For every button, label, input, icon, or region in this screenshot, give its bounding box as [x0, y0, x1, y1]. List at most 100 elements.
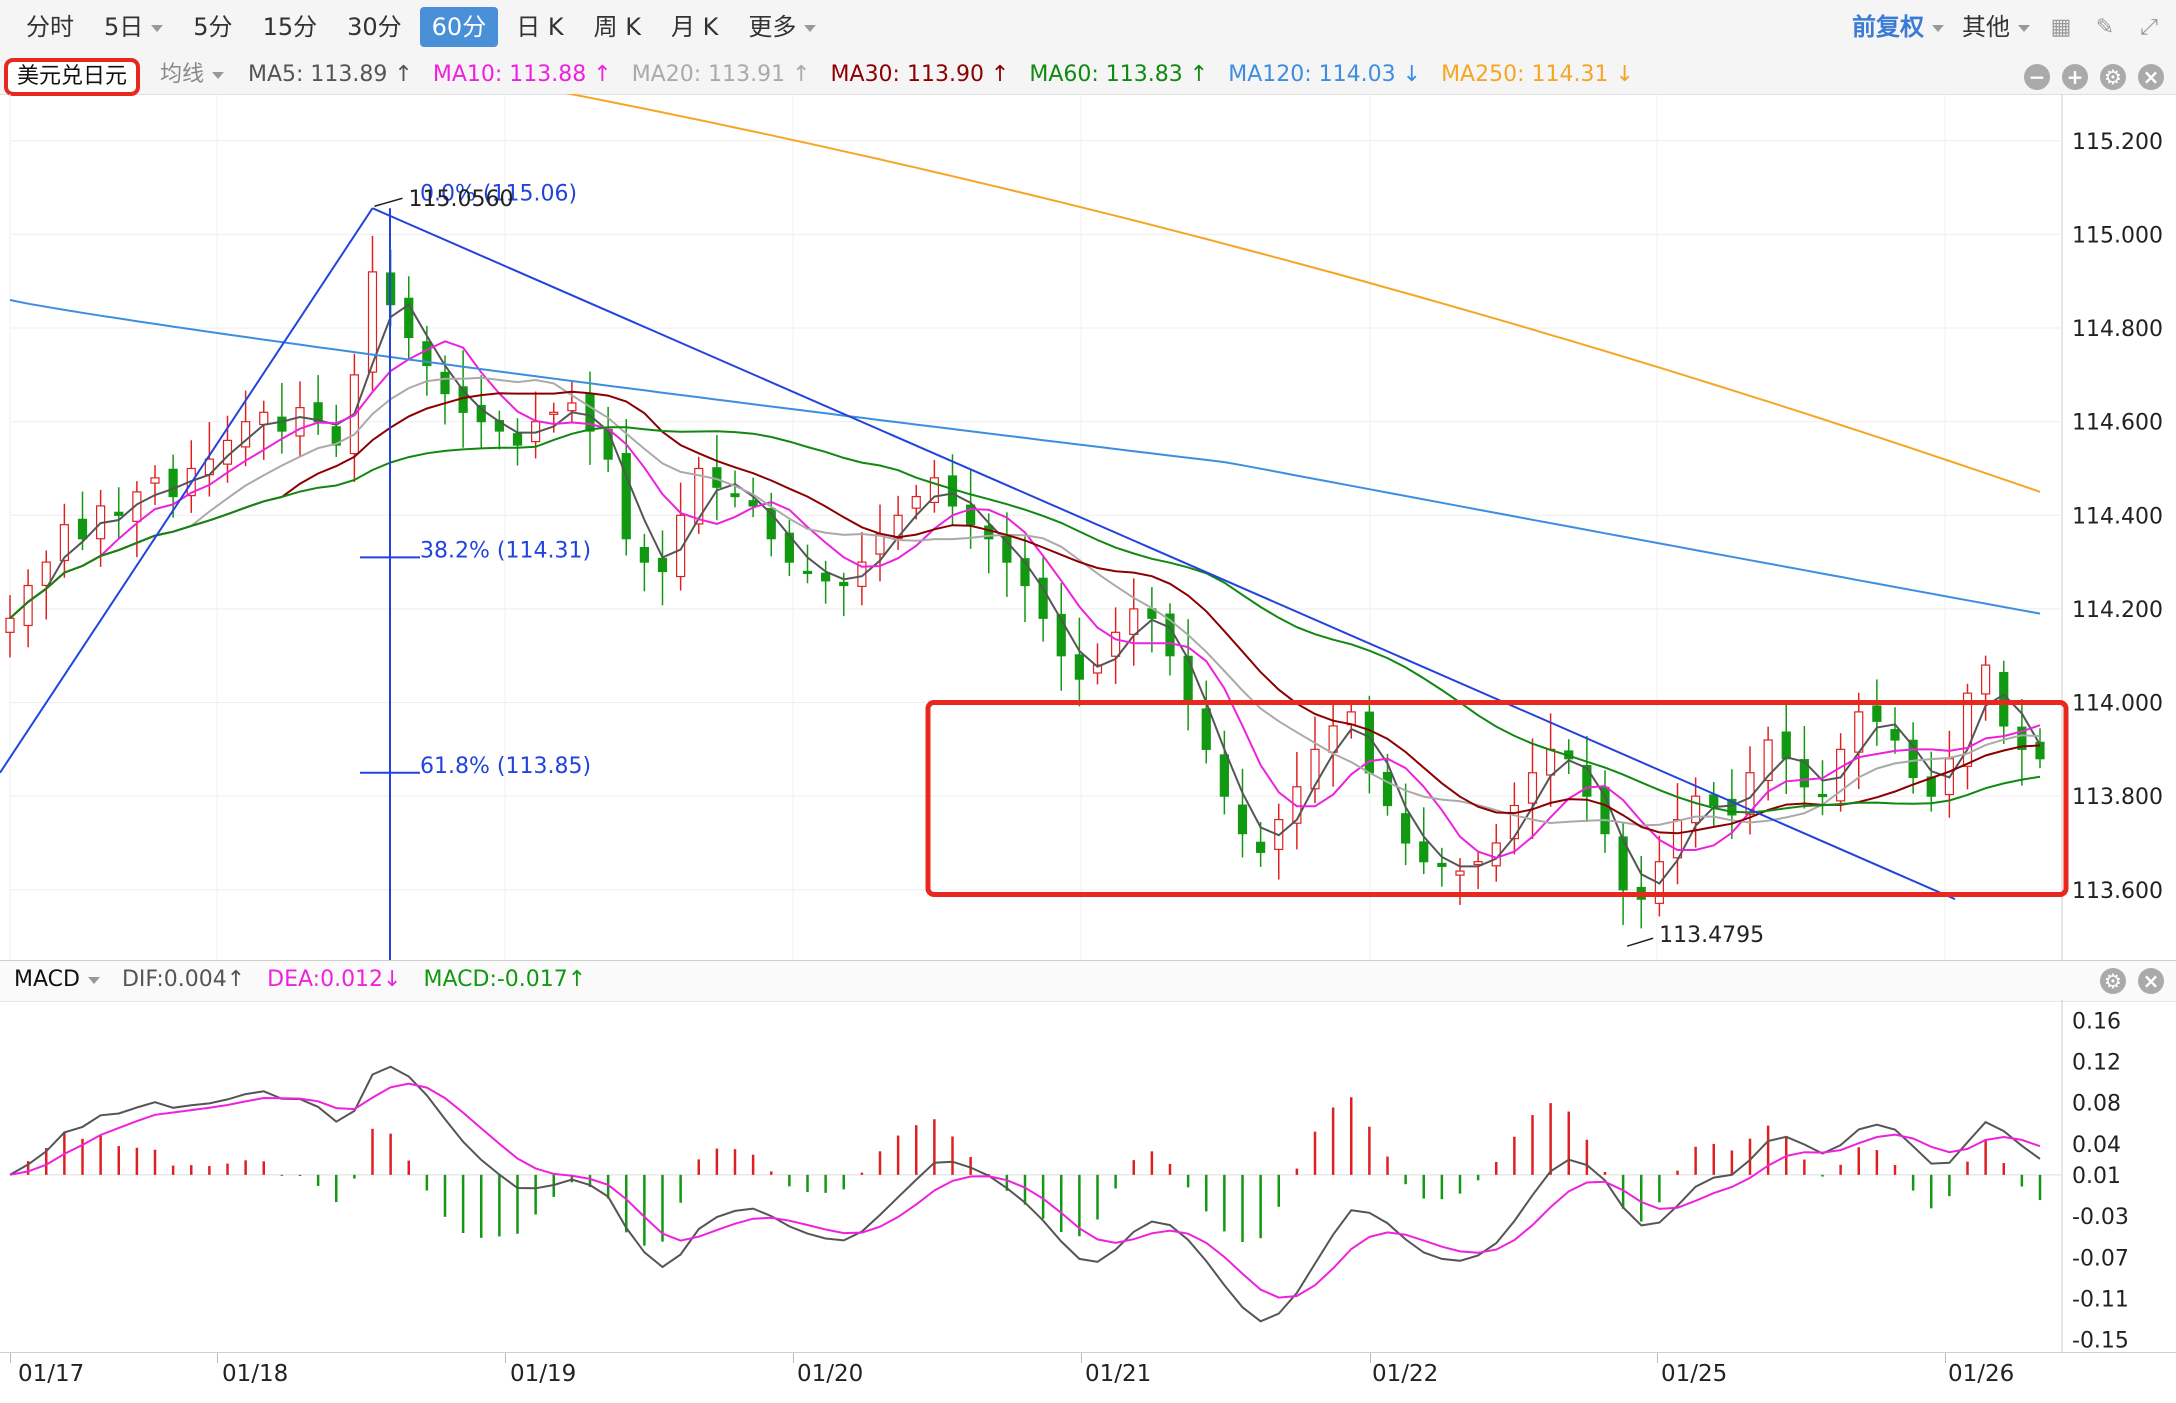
- y-tick-label: 114.400: [2072, 504, 2163, 529]
- ma30-line: [9, 390, 2041, 835]
- candle-body: [1092, 664, 1103, 674]
- gear-icon[interactable]: ⚙: [2100, 64, 2126, 90]
- other-label: 其他: [1962, 13, 2010, 41]
- y-tick-label: 114.000: [2072, 692, 2163, 717]
- fullscreen-icon[interactable]: ⤢: [2140, 14, 2158, 40]
- adjust-dropdown[interactable]: 前复权: [1852, 7, 1944, 47]
- candle-body: [567, 402, 577, 412]
- macd-y-tick-label: -0.03: [2072, 1205, 2129, 1230]
- candle-body: [694, 467, 704, 525]
- candle-body: [802, 570, 813, 575]
- x-tick-label: 01/18: [222, 1361, 289, 1387]
- candle-body: [168, 468, 178, 498]
- candle-body: [1981, 664, 1991, 695]
- chevron-down-icon: [87, 976, 100, 984]
- candle-body: [929, 477, 939, 504]
- candle-body: [621, 453, 631, 540]
- period-tab-0[interactable]: 分时: [26, 13, 74, 41]
- candle-body: [1074, 654, 1084, 680]
- minus-icon[interactable]: −: [2024, 64, 2050, 90]
- macd-indicator-dropdown[interactable]: MACD: [14, 965, 100, 995]
- candle-body: [984, 525, 994, 540]
- period-tab-7[interactable]: 周 K: [593, 13, 641, 41]
- candle-body: [1799, 759, 1809, 788]
- draw-pen-icon[interactable]: ✎: [2095, 14, 2115, 40]
- candle-body: [1111, 631, 1121, 657]
- ma-legend-item: MA20: 113.91 ↑: [631, 62, 811, 87]
- period-tab-2[interactable]: 5分: [193, 13, 233, 41]
- candle-body: [114, 511, 124, 516]
- fib-level-label: 0.0% (115.06): [420, 181, 577, 206]
- chevron-down-icon: [1932, 24, 1944, 32]
- candle-body: [857, 561, 867, 588]
- trend-line-down: [372, 207, 1956, 901]
- x-tick-mark: [1657, 1353, 1658, 1363]
- candle-body: [1727, 798, 1737, 816]
- candle-body: [1419, 841, 1429, 863]
- period-tab-3[interactable]: 15分: [262, 13, 318, 41]
- candle-body: [730, 493, 740, 498]
- consolidation-highlight-box: [925, 700, 2069, 897]
- price-chart[interactable]: 115.200 115.000 114.800 114.600 114.400 114.2…: [0, 94, 2176, 960]
- x-tick-mark: [217, 1353, 218, 1363]
- macd-bar-icons: ⚙ ×: [2100, 968, 2164, 994]
- low-arrow: [1626, 937, 1654, 947]
- ma-type-dropdown[interactable]: 均线: [160, 60, 225, 90]
- candle-body: [603, 428, 613, 460]
- ma-legend: MA5: 113.89 ↑ MA10: 113.88 ↑ MA20: 113.91 …: [248, 60, 1634, 90]
- candle-body: [1527, 772, 1538, 804]
- x-tick-mark: [505, 1353, 506, 1363]
- pair-name[interactable]: 美元兑日元: [4, 58, 141, 96]
- gear-icon[interactable]: ⚙: [2100, 968, 2126, 994]
- macd-chart[interactable]: 0.16 0.12 0.08 0.04 0.01 -0.03 -0.07 -0.11 -0.15: [0, 1000, 2176, 1352]
- other-dropdown[interactable]: 其他: [1962, 7, 2030, 47]
- plus-icon[interactable]: +: [2062, 64, 2088, 90]
- candle-body: [512, 433, 523, 446]
- period-tab-1[interactable]: 5日: [92, 7, 175, 47]
- ma-legend-item: MA5: 113.89 ↑: [248, 62, 413, 87]
- fib-level-label: 38.2% (114.31): [420, 538, 591, 563]
- candle-body: [150, 477, 160, 484]
- adjust-label: 前复权: [1852, 13, 1924, 41]
- period-tab-5[interactable]: 60分: [419, 7, 499, 47]
- candle-body: [1201, 708, 1211, 750]
- candle-body: [1292, 786, 1302, 824]
- macd-name: MACD: [14, 967, 80, 992]
- close-icon[interactable]: ×: [2138, 64, 2164, 90]
- x-tick-label: 01/25: [1661, 1361, 1728, 1387]
- close-icon[interactable]: ×: [2138, 968, 2164, 994]
- period-tab-4[interactable]: 30分: [347, 13, 402, 41]
- candle-body: [1328, 725, 1338, 753]
- candle-body: [1999, 671, 2009, 727]
- candle-body: [911, 495, 921, 509]
- x-tick-label: 01/22: [1372, 1361, 1439, 1387]
- candle-body: [1600, 786, 1610, 835]
- y-tick-label: 115.200: [2072, 130, 2163, 155]
- x-tick-label: 01/17: [18, 1361, 85, 1387]
- candle-body: [1872, 705, 1882, 722]
- macd-y-tick-label: -0.15: [2072, 1329, 2129, 1352]
- macd-y-tick-label: 0.12: [2072, 1051, 2121, 1076]
- period-tab-8[interactable]: 月 K: [670, 13, 719, 41]
- candle-body: [5, 617, 15, 633]
- candle-body: [676, 514, 686, 578]
- period-tab-6[interactable]: 日 K: [516, 13, 564, 41]
- candle-body: [1455, 870, 1465, 876]
- x-tick-label: 01/21: [1085, 1361, 1152, 1387]
- toolbar-right: 前复权 其他 ▦ ✎ ⤢: [1852, 7, 2162, 47]
- candle-body: [1437, 862, 1447, 867]
- x-tick-mark: [1370, 1353, 1371, 1363]
- candle-body: [1691, 795, 1701, 824]
- candle-body: [1546, 748, 1556, 776]
- candle-body: [1962, 692, 1973, 767]
- candle-body: [1056, 613, 1066, 657]
- chart-toolbar: 分时 5日 5分 15分 30分 60分日 K 周 K 月 K 更多 前复权 其他 ▦ ✎ ⤢: [0, 0, 2176, 57]
- y-tick-label: 115.000: [2072, 223, 2163, 248]
- period-tab-9[interactable]: 更多: [736, 7, 828, 47]
- candle-body: [41, 561, 51, 586]
- x-tick-mark: [10, 1353, 11, 1363]
- y-tick-label: 113.800: [2072, 785, 2163, 810]
- macd-legend-bar: MACD DIF:0.004↑ DEA:0.012↓ MACD:-0.017↑ …: [0, 960, 2176, 1002]
- grid-icon[interactable]: ▦: [2050, 14, 2072, 40]
- low-label: 113.4795: [1659, 923, 1764, 948]
